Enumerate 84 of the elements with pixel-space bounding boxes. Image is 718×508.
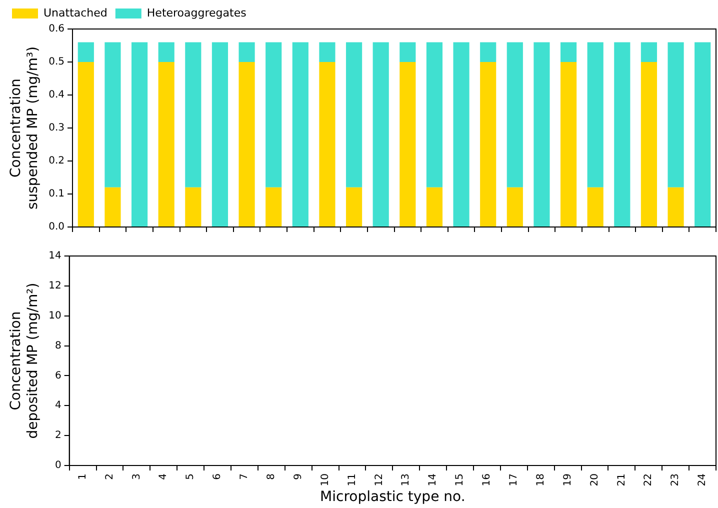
bar [640,42,658,62]
x-tick-label: 22 [643,473,654,486]
bar [668,187,684,226]
x-tick-label: 13 [400,473,412,486]
bar [104,42,121,188]
x-tick-label: 9 [292,473,304,480]
bar [506,42,523,188]
y-tick-label: 0.4 [48,90,65,101]
bar [266,42,282,188]
bar [238,42,255,62]
x-tick-label: 12 [374,473,385,486]
x-tick-label: 23 [670,473,682,486]
bar [480,62,496,226]
bar [694,42,711,226]
y-tick-label: 14 [48,250,62,262]
bar [238,62,255,226]
bar [131,42,148,226]
x-tick-label: 5 [185,473,196,480]
bar [319,42,336,62]
y-tick-label: 4 [54,400,62,412]
bar [640,62,658,226]
x-tick-label: 6 [212,473,224,480]
y-tick-label: 2 [54,430,62,442]
y-axis-title: Concentration deposited MP (mg/m²) [8,282,41,439]
bar [104,187,121,226]
bar [78,62,94,226]
x-tick-label: 11 [346,473,358,486]
x-axis-title: Microplastic type no. [320,489,466,506]
bar [372,42,389,226]
y-tick-label: 0.3 [48,122,65,134]
bar [534,42,550,226]
legend-label: Heteroaggregates [146,6,247,20]
bar [400,42,416,62]
y-tick-label: 0.1 [48,188,65,200]
bar [400,62,416,226]
bar [426,187,443,226]
y-tick-label: 0.6 [48,24,65,35]
y-tick-label: 0.5 [48,56,65,68]
bar [319,62,336,226]
bar [453,42,470,226]
y-axis-title: Concentration suspended MP (mg/m³) [8,46,41,210]
x-tick-label: 19 [562,473,574,486]
x-tick-label: 24 [697,473,708,486]
x-tick-label: 7 [239,473,250,480]
bar [266,187,282,226]
y-tick-label: 0.2 [48,156,65,167]
bar [212,42,228,226]
bar [614,42,630,226]
bar [587,187,604,226]
x-tick-label: 18 [535,473,546,486]
bar [668,42,684,188]
x-tick-label: 1 [77,473,88,480]
x-tick-label: 3 [131,473,142,480]
x-tick-label: 4 [158,473,170,480]
legend-label: Unattached [44,6,108,20]
bar [426,42,443,188]
bar [78,42,94,62]
bar [158,42,174,62]
x-tick-label: 14 [428,473,439,486]
x-tick-label: 8 [266,473,278,480]
y-tick-label: 0.0 [48,222,65,233]
x-tick-label: 16 [482,473,493,486]
bar [158,62,174,226]
bar [560,42,577,62]
bar [346,42,362,188]
bar [346,187,362,226]
x-tick-label: 15 [454,473,466,486]
x-tick-label: 10 [320,473,331,486]
bar [587,42,604,188]
x-tick-label: 20 [589,473,600,486]
x-tick-label: 2 [104,473,116,480]
bar [292,42,308,226]
y-tick-label: 10 [48,310,62,322]
bar [560,62,577,226]
x-tick-label: 21 [616,473,628,486]
bar [185,42,202,188]
x-tick-label: 17 [508,473,520,486]
y-tick-label: 0 [54,460,62,472]
y-tick-label: 6 [54,370,62,382]
y-tick-label: 12 [48,280,62,292]
y-tick-label: 8 [54,340,62,352]
bar [185,187,202,226]
bar [506,187,523,226]
bar [480,42,496,62]
